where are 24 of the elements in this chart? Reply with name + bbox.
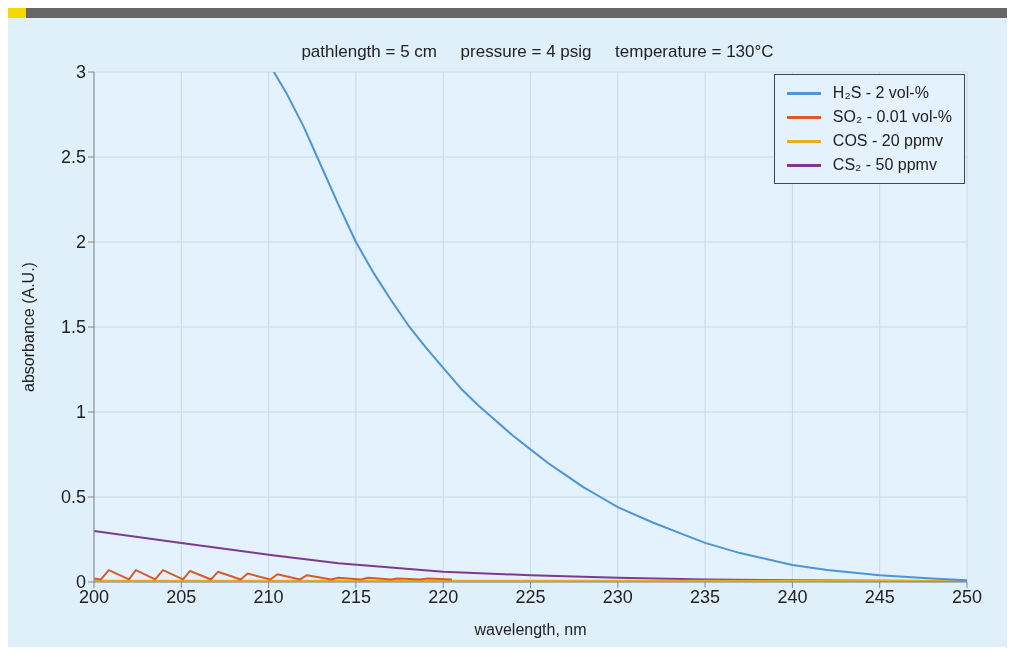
legend-label: COS - 20 ppmv <box>832 131 944 151</box>
legend-label: H₂S - 2 vol-% <box>832 83 929 103</box>
y-tick-label: 2 <box>75 232 86 253</box>
x-tick-label: 210 <box>253 586 284 607</box>
x-tick-label: 205 <box>166 586 197 607</box>
y-axis-title: absorbance (A.U.) <box>19 262 37 392</box>
y-tick-label: 2.5 <box>60 147 86 168</box>
x-tick-label: 250 <box>951 586 983 607</box>
y-tick-label: 1.5 <box>60 317 86 338</box>
chart-title: pathlength = 5 cm pressure = 4 psig temperature = 130°C <box>301 42 774 62</box>
y-tick-label: 3 <box>75 62 86 83</box>
x-tick-label: 225 <box>515 586 546 607</box>
x-tick-label: 240 <box>777 586 808 607</box>
legend-label: CS₂ - 50 ppmv <box>832 155 937 175</box>
x-axis-title: wavelength, nm <box>473 621 587 638</box>
y-tick-label: 0.5 <box>60 487 86 508</box>
x-tick-label: 215 <box>340 586 371 607</box>
y-tick-label: 1 <box>75 402 86 423</box>
x-tick-label: 220 <box>428 586 459 607</box>
x-tick-label: 235 <box>690 586 721 607</box>
x-tick-label: 230 <box>602 586 633 607</box>
legend-label: SO₂ - 0.01 vol-% <box>832 107 952 127</box>
line-series <box>94 569 453 581</box>
x-tick-label: 245 <box>864 586 895 607</box>
